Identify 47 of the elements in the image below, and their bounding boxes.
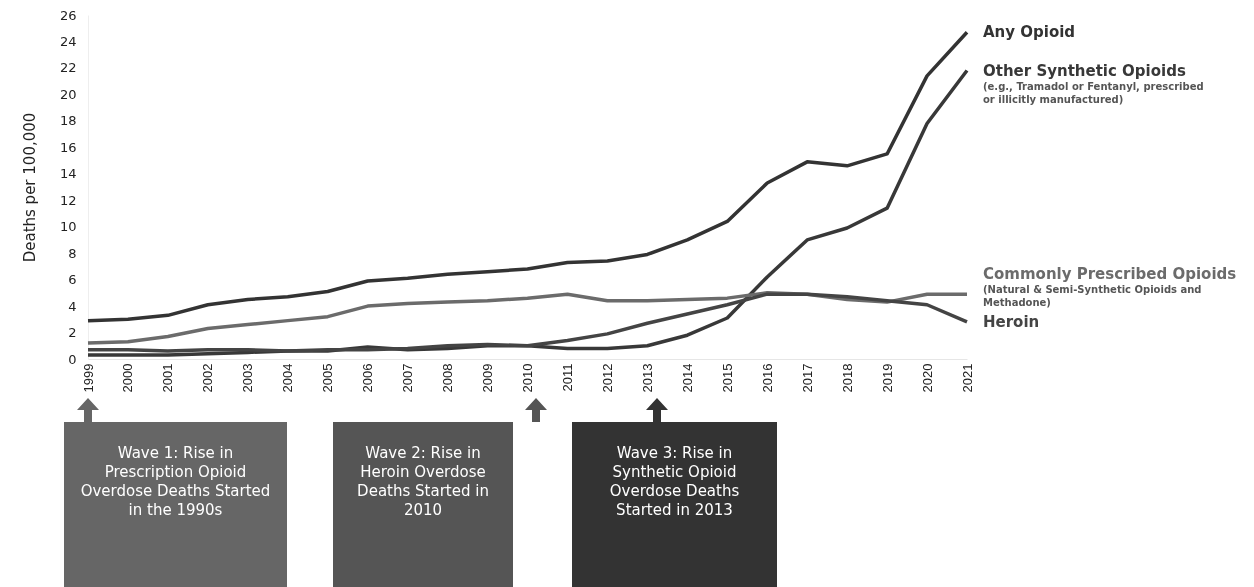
x-tick-label: 2001 bbox=[160, 363, 176, 393]
x-tick-label: 2003 bbox=[240, 363, 256, 393]
y-tick-label: 10 bbox=[59, 219, 77, 235]
annotation: (e.g., Tramadol or Fentanyl, prescribed or illicitly manufactured) bbox=[983, 79, 1205, 106]
x-tick-label: 2014 bbox=[679, 363, 695, 393]
x-tick-label: 2004 bbox=[280, 363, 296, 393]
text: Wave 2: Rise in Heroin Overdose Deaths Started in 2010 bbox=[333, 422, 513, 587]
x-tick-label: 2008 bbox=[440, 363, 456, 393]
x-tick-label: 2019 bbox=[879, 363, 895, 393]
x-tick-label: 2012 bbox=[599, 363, 615, 393]
x-tick-label: 2017 bbox=[799, 363, 815, 393]
x-tick-label: 2020 bbox=[919, 363, 935, 393]
x-tick-label: 2010 bbox=[520, 363, 535, 393]
series-label: Other Synthetic Opioids bbox=[983, 61, 1187, 80]
y-tick-label: 4 bbox=[68, 298, 77, 314]
x-tick-label: 2021 bbox=[959, 363, 975, 393]
x-tick-label: 2007 bbox=[400, 363, 416, 393]
y-tick-label: 2 bbox=[68, 325, 77, 341]
x-tick-label: 2006 bbox=[360, 363, 376, 393]
x-tick-label: 1999 bbox=[80, 363, 96, 393]
y-tick-label: 20 bbox=[59, 86, 77, 102]
y-tick-label: 6 bbox=[68, 272, 77, 288]
x-tick-label: 2018 bbox=[839, 363, 855, 393]
y-tick-label: 24 bbox=[59, 33, 77, 49]
x-tick-label: 2015 bbox=[719, 363, 735, 393]
y-tick-label: 14 bbox=[59, 166, 77, 182]
text: Wave 3: Rise in Synthetic Opioid Overdose Deaths Started in 2013 bbox=[572, 422, 777, 587]
y-tick-label: 0 bbox=[68, 351, 77, 367]
x-tick-label: 2000 bbox=[120, 363, 136, 393]
y-tick-label: 22 bbox=[59, 60, 77, 76]
x-tick-label: 2002 bbox=[200, 363, 216, 393]
x-tick-label: 2005 bbox=[320, 363, 336, 393]
y-axis-title: Deaths per 100,000 bbox=[20, 112, 39, 263]
series-label: Heroin bbox=[983, 312, 1041, 331]
x-tick-label: 2016 bbox=[759, 363, 775, 393]
y-tick-label: 26 bbox=[59, 7, 77, 23]
y-tick-label: 8 bbox=[68, 245, 77, 261]
series-label: Commonly Prescribed Opioids bbox=[983, 264, 1237, 283]
y-tick-label: 16 bbox=[59, 139, 77, 155]
y-tick-label: 12 bbox=[59, 192, 77, 208]
text: Wave 1: Rise in Prescription Opioid Overdose Deaths Started in the 1990s bbox=[64, 422, 287, 587]
y-tick-label: 18 bbox=[59, 113, 77, 129]
x-tick-label: 2011 bbox=[559, 363, 575, 392]
x-tick-label: 2013 bbox=[639, 363, 655, 393]
x-tick-label: 2009 bbox=[480, 363, 496, 393]
series-label: Any Opioid bbox=[983, 23, 1077, 42]
annotation: (Natural & Semi-Synthetic Opioids and Methadone) bbox=[983, 282, 1203, 309]
